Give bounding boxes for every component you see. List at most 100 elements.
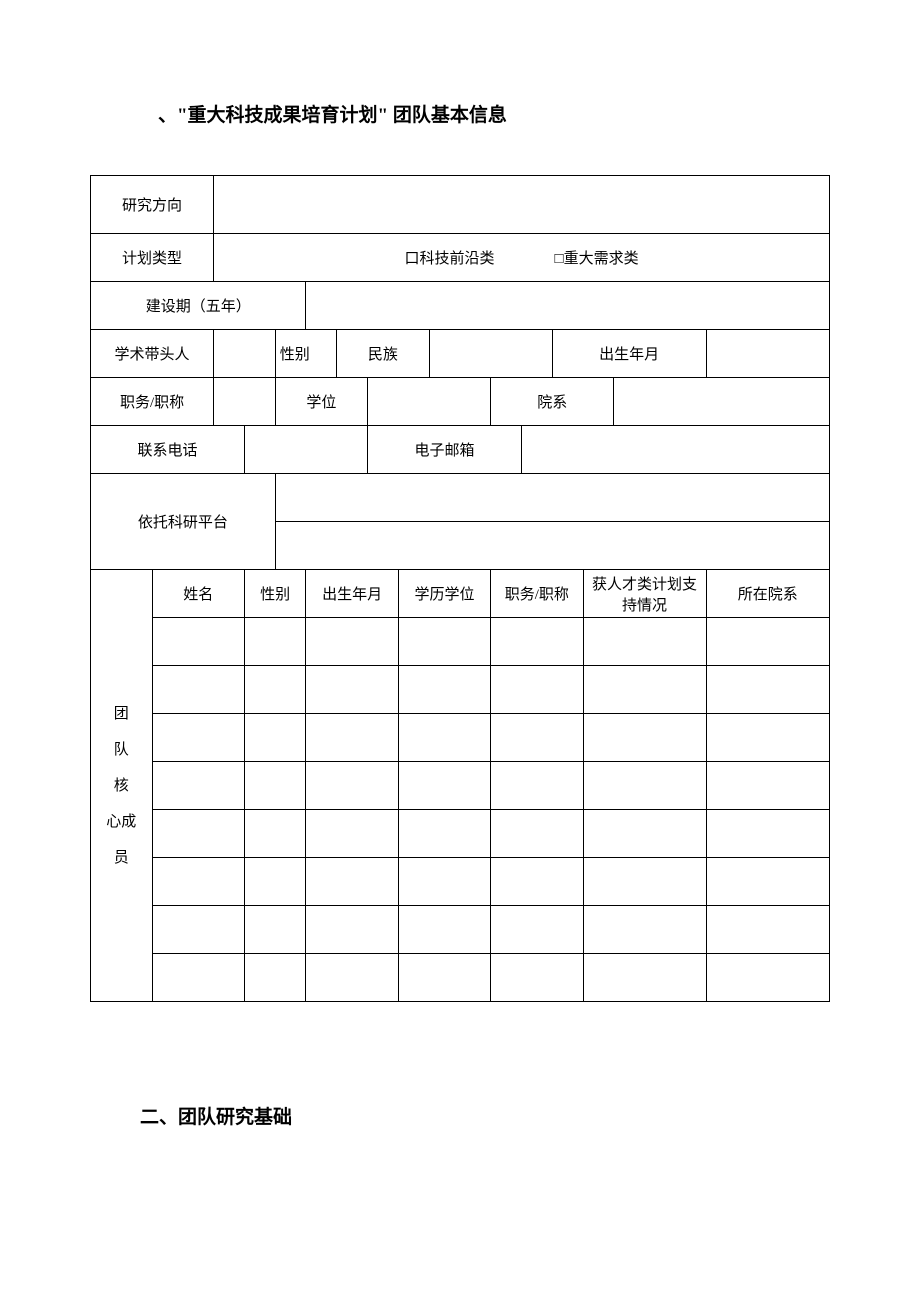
cell-member-dept[interactable] [706,858,829,906]
table-row [91,858,830,906]
label-department: 院系 [491,378,614,426]
cell-member-birth[interactable] [306,666,398,714]
table-row [91,762,830,810]
table-row [91,810,830,858]
cell-member-birth[interactable] [306,714,398,762]
cell-member-edu[interactable] [398,906,490,954]
header-member-talent: 获人才类计划支持情况 [583,570,706,618]
label-degree: 学位 [275,378,367,426]
cell-member-gender[interactable] [244,618,306,666]
cell-member-dept[interactable] [706,666,829,714]
cell-member-position[interactable] [491,954,583,1002]
value-phone[interactable] [244,426,367,474]
cell-member-edu[interactable] [398,714,490,762]
value-platform-2[interactable] [275,522,829,570]
cell-member-name[interactable] [152,762,244,810]
cell-member-dept[interactable] [706,906,829,954]
cell-member-dept[interactable] [706,618,829,666]
cell-member-name[interactable] [152,810,244,858]
cell-member-position[interactable] [491,858,583,906]
cell-member-edu[interactable] [398,618,490,666]
cell-member-dept[interactable] [706,714,829,762]
section-2-title: 二、团队研究基础 [90,1102,830,1129]
value-academic-leader[interactable] [214,330,276,378]
label-build-period: 建设期（五年） [91,282,306,330]
cell-member-position[interactable] [491,762,583,810]
checkbox-demand[interactable]: □重大需求类 [555,247,639,268]
label-plan-type: 计划类型 [91,234,214,282]
team-label-line2: 队 [99,732,144,768]
value-email[interactable] [521,426,829,474]
cell-member-talent[interactable] [583,906,706,954]
table-row [91,906,830,954]
cell-member-name[interactable] [152,906,244,954]
team-info-table: 研究方向 计划类型 口科技前沿类 □重大需求类 建设期（五年） 学术带头人 性别… [90,175,830,1002]
cell-member-name[interactable] [152,666,244,714]
cell-member-birth[interactable] [306,954,398,1002]
value-ethnicity[interactable] [429,330,552,378]
cell-member-edu[interactable] [398,810,490,858]
label-phone: 联系电话 [91,426,245,474]
value-research-direction[interactable] [214,176,830,234]
cell-member-birth[interactable] [306,906,398,954]
header-member-dept: 所在院系 [706,570,829,618]
cell-member-name[interactable] [152,858,244,906]
cell-member-birth[interactable] [306,858,398,906]
cell-member-talent[interactable] [583,714,706,762]
cell-member-edu[interactable] [398,858,490,906]
cell-member-edu[interactable] [398,762,490,810]
cell-member-gender[interactable] [244,906,306,954]
value-degree[interactable] [368,378,491,426]
header-member-gender: 性别 [244,570,306,618]
cell-member-talent[interactable] [583,954,706,1002]
cell-member-birth[interactable] [306,618,398,666]
value-department[interactable] [614,378,830,426]
cell-member-name[interactable] [152,954,244,1002]
header-member-name: 姓名 [152,570,244,618]
table-row [91,618,830,666]
label-research-direction: 研究方向 [91,176,214,234]
cell-member-position[interactable] [491,618,583,666]
cell-member-position[interactable] [491,714,583,762]
cell-member-talent[interactable] [583,762,706,810]
checkbox-frontier[interactable]: 口科技前沿类 [405,247,495,268]
cell-member-gender[interactable] [244,858,306,906]
cell-member-position[interactable] [491,906,583,954]
label-academic-leader: 学术带头人 [91,330,214,378]
table-row [91,714,830,762]
cell-member-position[interactable] [491,666,583,714]
table-row [91,666,830,714]
cell-member-position[interactable] [491,810,583,858]
cell-member-gender[interactable] [244,762,306,810]
cell-member-name[interactable] [152,618,244,666]
cell-member-gender[interactable] [244,810,306,858]
section-1-title: 、"重大科技成果培育计划" 团队基本信息 [90,100,830,127]
cell-member-edu[interactable] [398,954,490,1002]
cell-member-talent[interactable] [583,666,706,714]
team-label-line3: 核 [99,768,144,804]
cell-member-talent[interactable] [583,858,706,906]
cell-member-name[interactable] [152,714,244,762]
cell-member-birth[interactable] [306,762,398,810]
label-team-core-members: 团 队 核 心成员 [91,570,153,1002]
cell-member-gender[interactable] [244,954,306,1002]
team-label-line4: 心成员 [99,804,144,876]
value-position-title[interactable] [214,378,276,426]
label-platform: 依托科研平台 [91,474,276,570]
value-build-period[interactable] [306,282,830,330]
cell-member-edu[interactable] [398,666,490,714]
cell-member-dept[interactable] [706,954,829,1002]
header-member-edu: 学历学位 [398,570,490,618]
cell-member-birth[interactable] [306,810,398,858]
header-member-position: 职务/职称 [491,570,583,618]
cell-member-gender[interactable] [244,666,306,714]
cell-member-talent[interactable] [583,810,706,858]
cell-member-dept[interactable] [706,810,829,858]
value-plan-type[interactable]: 口科技前沿类 □重大需求类 [214,234,830,282]
cell-member-talent[interactable] [583,618,706,666]
cell-member-gender[interactable] [244,714,306,762]
cell-member-dept[interactable] [706,762,829,810]
label-email: 电子邮箱 [368,426,522,474]
value-birth-date[interactable] [706,330,829,378]
value-platform-1[interactable] [275,474,829,522]
